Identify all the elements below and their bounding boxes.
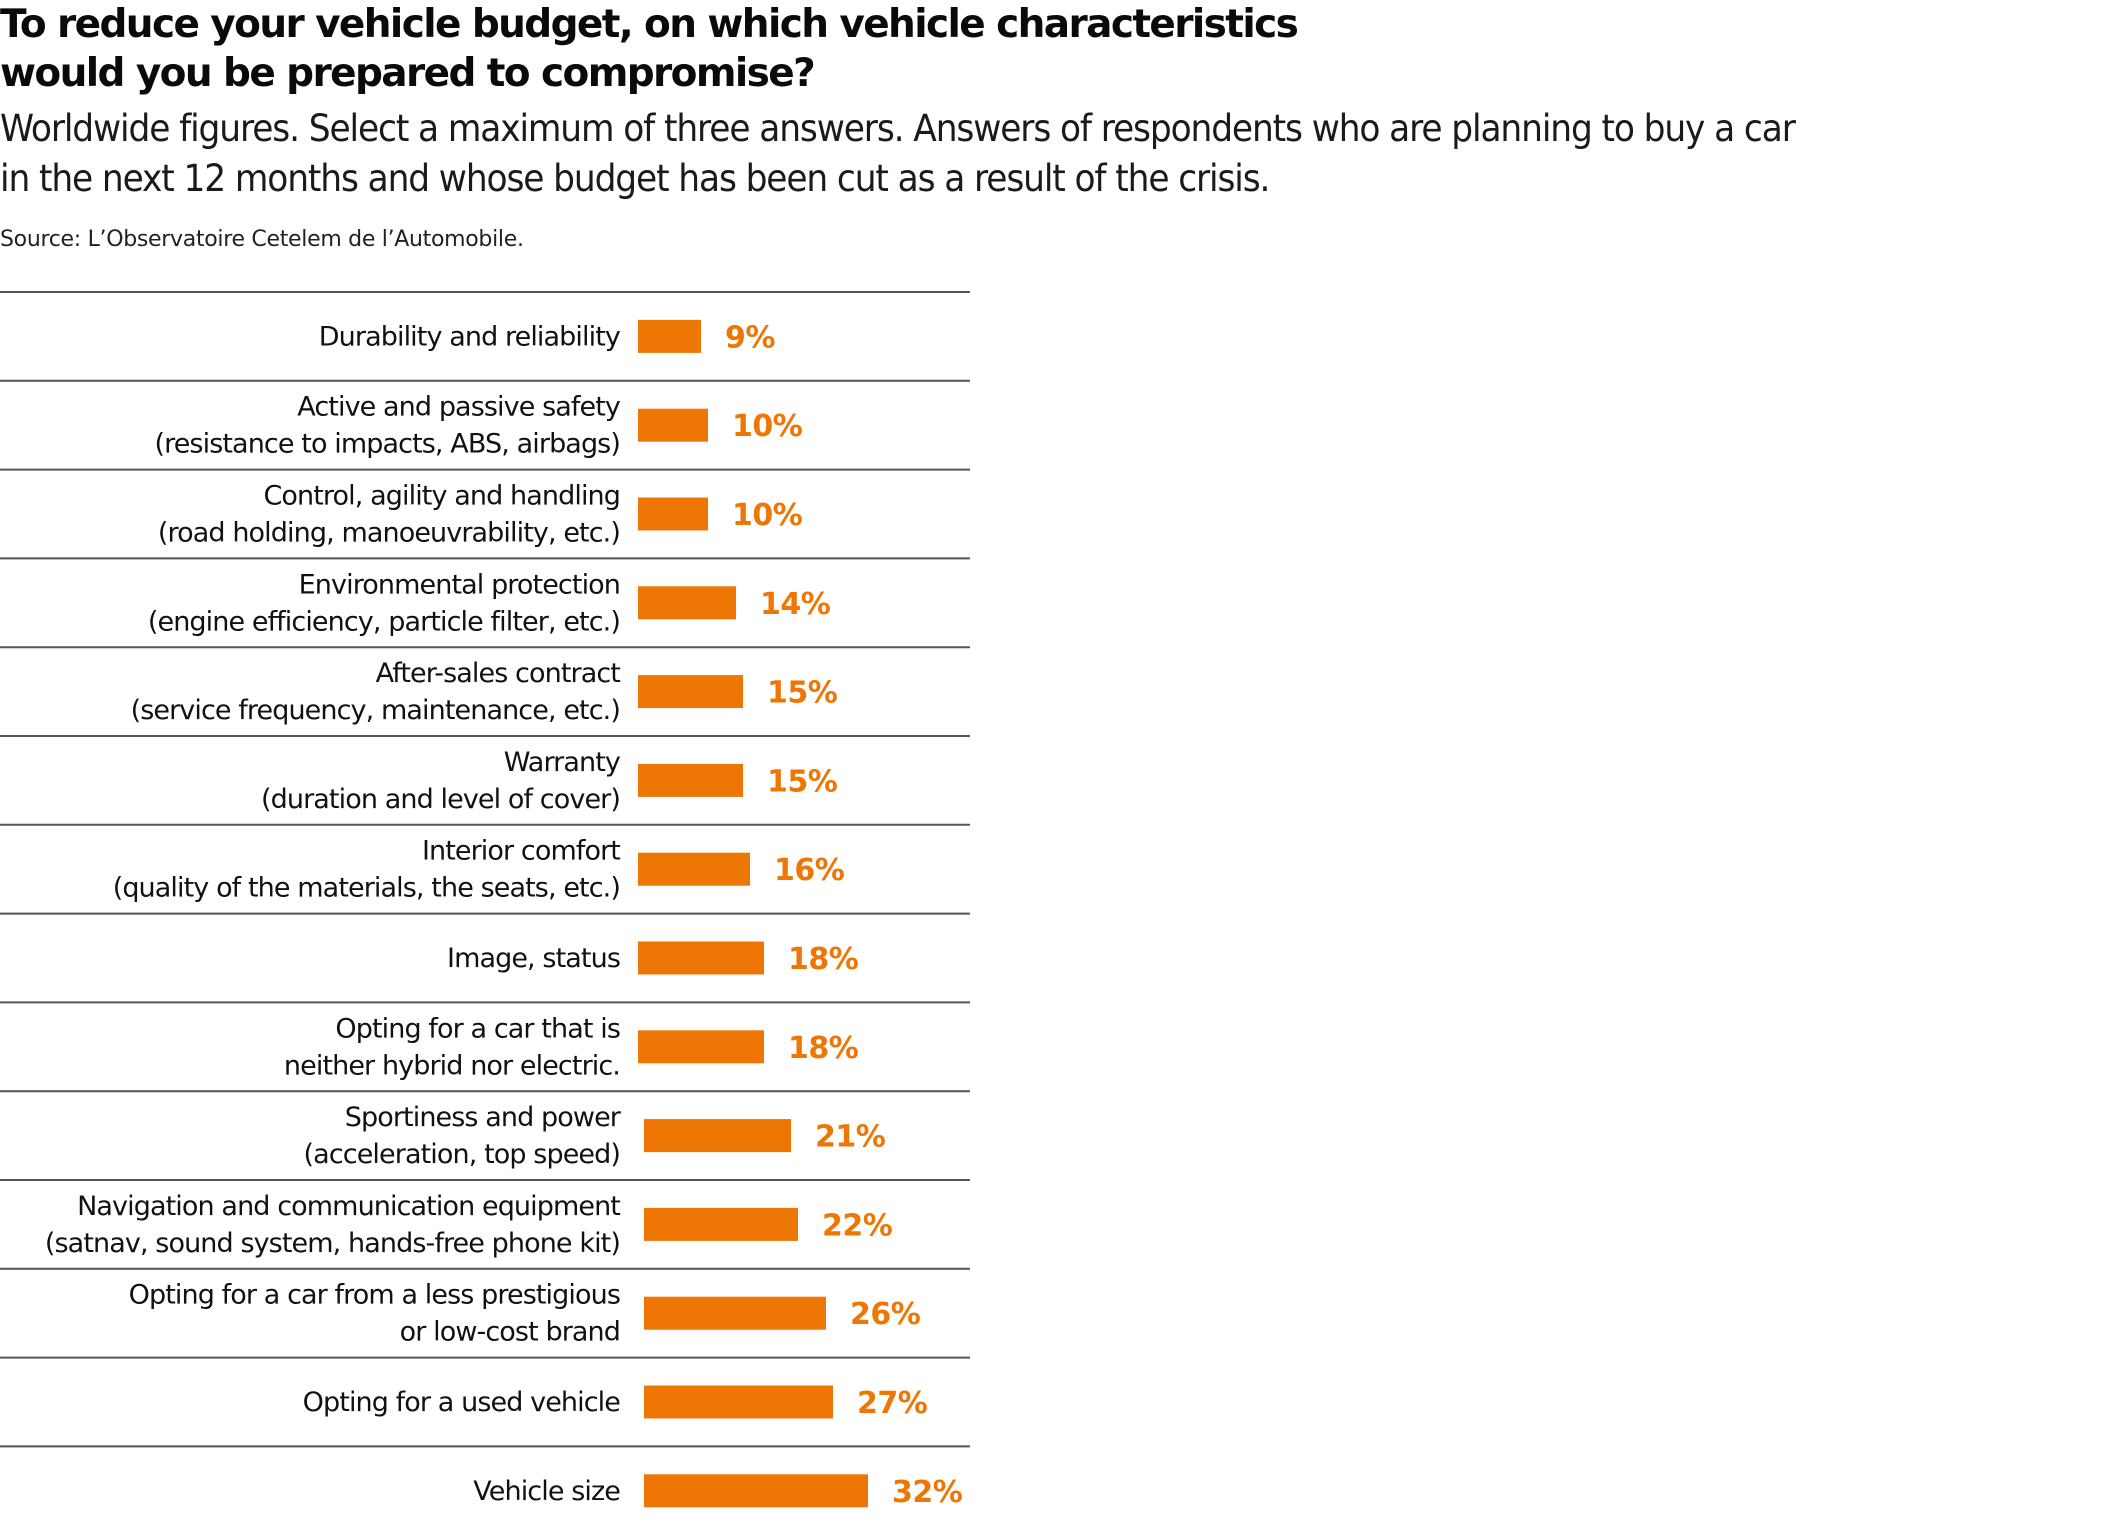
category-label: Environmental protection — [299, 569, 620, 600]
bar — [638, 497, 708, 531]
category-label: Vehicle size — [473, 1476, 620, 1507]
bar-row: Durability and reliability 9% — [319, 319, 776, 355]
category-label: or low-cost brand — [400, 1317, 620, 1348]
bar — [644, 1296, 826, 1330]
category-label: (road holding, manoeuvrability, etc.) — [158, 518, 620, 549]
bar-row: Active and passive safety (resistance to … — [154, 392, 803, 460]
category-label: Control, agility and handling — [263, 481, 620, 512]
category-label: (engine efficiency, particle filter, etc… — [148, 606, 620, 637]
bar-row: Vehicle size 32% — [473, 1474, 963, 1510]
bar-row: Warranty (duration and level of cover) 15% — [261, 747, 838, 815]
category-label: Opting for a used vehicle — [303, 1387, 621, 1418]
category-label: Durability and reliability — [319, 321, 621, 352]
bar-row: After-sales contract (service frequency, … — [131, 658, 839, 726]
bar-row: Navigation and communication equipment (s… — [45, 1191, 893, 1259]
value-label: 22% — [822, 1208, 893, 1243]
bar — [644, 1207, 798, 1241]
value-label: 16% — [774, 853, 845, 888]
chart-subtitle-line-2: in the next 12 months and whose budget h… — [0, 157, 1270, 200]
category-label: Active and passive safety — [297, 392, 621, 423]
value-label: 27% — [857, 1386, 928, 1421]
bar-row: Opting for a car from a less prestigious… — [129, 1280, 922, 1348]
category-label: Opting for a car that is — [335, 1013, 620, 1044]
bar-row: Opting for a used vehicle 27% — [303, 1385, 928, 1421]
category-label: Image, status — [447, 943, 620, 974]
value-label: 18% — [788, 942, 859, 977]
source-note: Source: L’Observatoire Cetelem de l’Auto… — [0, 227, 524, 252]
bar — [638, 675, 743, 709]
bar — [644, 1474, 868, 1508]
chart-subtitle: Worldwide figures. Select a maximum of t… — [0, 104, 1907, 204]
category-label: Opting for a car from a less prestigious — [129, 1280, 620, 1311]
bar-row: Environmental protection (engine efficien… — [148, 569, 831, 637]
bar — [638, 763, 743, 797]
value-label: 21% — [815, 1120, 886, 1155]
value-label: 10% — [732, 498, 803, 533]
value-label: 18% — [788, 1031, 859, 1066]
bar — [638, 408, 708, 442]
category-label: (acceleration, top speed) — [304, 1139, 620, 1170]
value-label: 9% — [725, 320, 775, 355]
category-label: (duration and level of cover) — [261, 784, 620, 815]
value-label: 15% — [767, 676, 838, 711]
value-label: 15% — [767, 764, 838, 799]
chart-subtitle-line-1: Worldwide figures. Select a maximum of t… — [0, 107, 1796, 150]
category-label: Interior comfort — [422, 836, 620, 867]
bar-row: Opting for a car that is neither hybrid n… — [284, 1013, 859, 1081]
category-label: Sportiness and power — [345, 1102, 622, 1133]
bar-row: Control, agility and handling (road holdi… — [158, 481, 803, 549]
bar — [638, 319, 701, 353]
value-label: 32% — [892, 1475, 963, 1510]
category-label: (resistance to impacts, ABS, airbags) — [154, 429, 620, 460]
bar — [638, 1030, 764, 1064]
value-label: 10% — [732, 409, 803, 444]
bar — [644, 1385, 833, 1419]
category-label: (quality of the materials, the seats, et… — [113, 873, 620, 904]
chart-title-line-2: would you be prepared to compromise? — [0, 51, 816, 96]
category-label: After-sales contract — [376, 658, 621, 689]
value-label: 26% — [850, 1297, 921, 1332]
category-label: (satnav, sound system, hands-free phone … — [45, 1228, 620, 1259]
bar-row: Sportiness and power (acceleration, top s… — [304, 1102, 887, 1170]
category-label: Warranty — [504, 747, 621, 778]
bar — [644, 1119, 791, 1153]
bar — [638, 941, 764, 975]
chart-title: To reduce your vehicle budget, on which … — [0, 0, 1400, 98]
bar — [638, 852, 750, 886]
bar-row: Image, status 18% — [447, 941, 859, 977]
chart-title-line-1: To reduce your vehicle budget, on which … — [0, 2, 1299, 47]
bar-row: Interior comfort (quality of the material… — [113, 836, 846, 904]
value-label: 14% — [760, 587, 831, 622]
category-label: (service frequency, maintenance, etc.) — [131, 695, 620, 726]
bar — [638, 586, 736, 620]
category-label: Navigation and communication equipment — [77, 1191, 620, 1222]
category-label: neither hybrid nor electric. — [284, 1050, 620, 1081]
